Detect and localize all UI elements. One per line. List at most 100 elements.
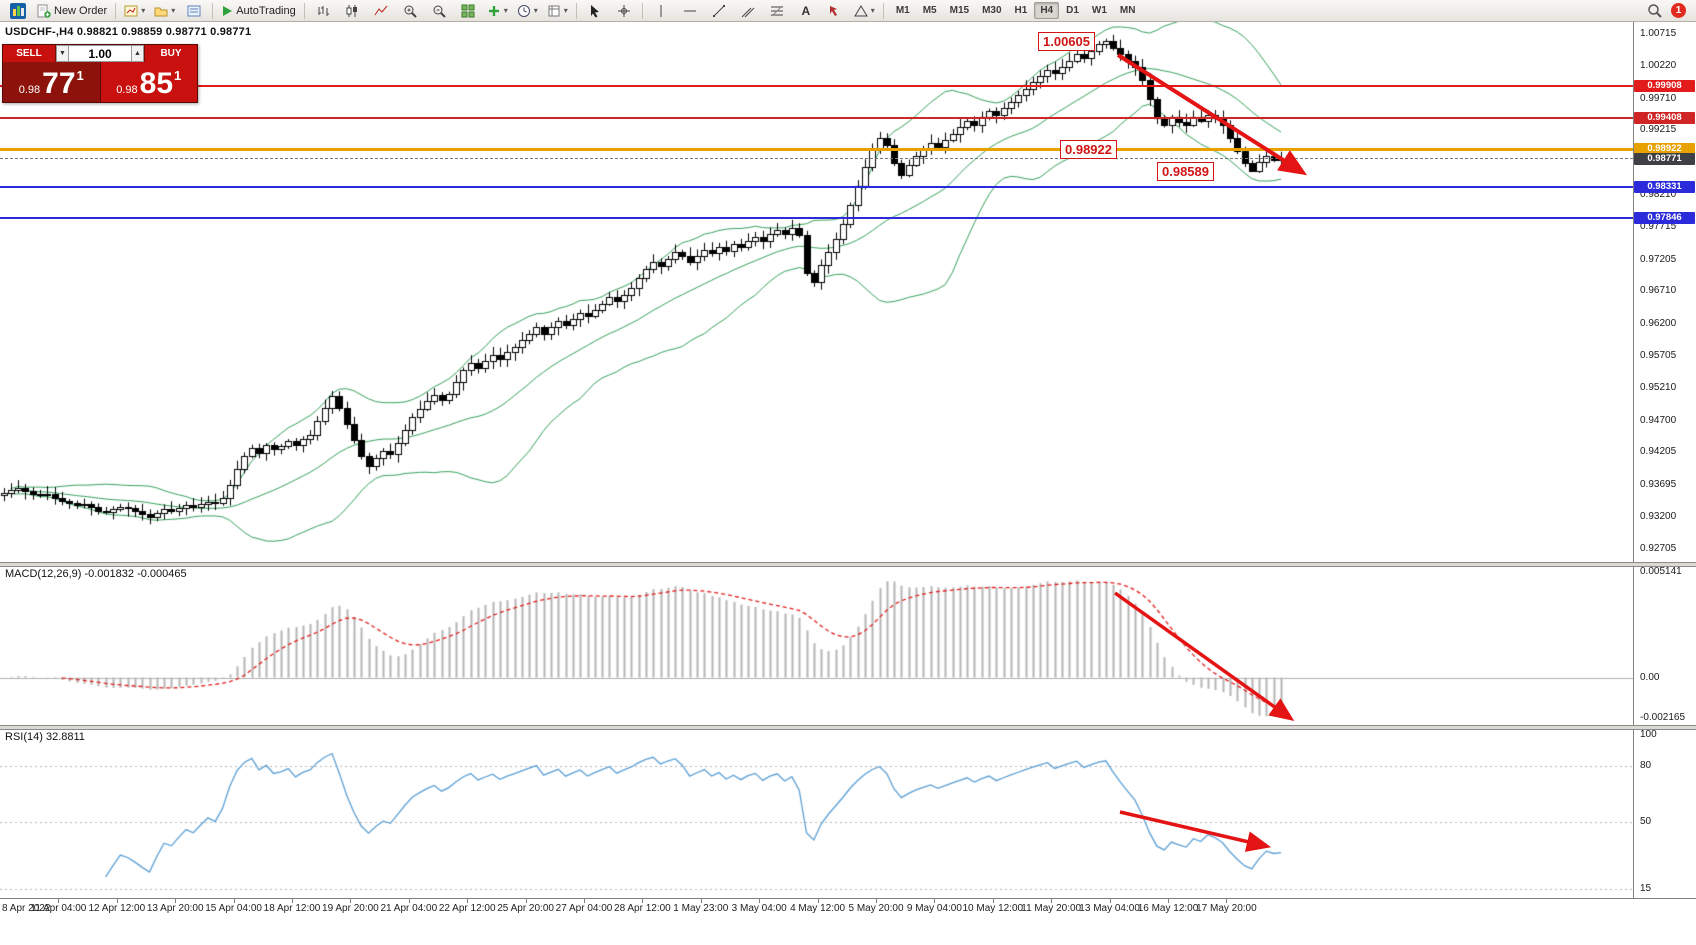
macd-axis-label: 0.00 (1640, 671, 1660, 683)
time-axis[interactable]: 8 Apr 2022 11 Apr 04:00 12 Apr 12:00 13 Apr… (0, 898, 1696, 921)
timeframe-m1[interactable]: M1 (895, 5, 910, 16)
time-axis-label: 13 May 04:00 (1079, 903, 1140, 914)
line-chart-button[interactable] (367, 1, 395, 21)
toolbar: New Order ▾ ▾ AutoTrading ▾ ▾ (0, 0, 1696, 22)
price-badge-0.98331: 0.98331 (1634, 181, 1695, 194)
time-axis-label: 27 Apr 04:00 (555, 903, 613, 914)
timeframe-w1[interactable]: W1 (1091, 5, 1107, 16)
volume-decrease-button[interactable]: ▼ (56, 45, 69, 62)
time-axis-label: 17 May 20:00 (1196, 903, 1257, 914)
price-axis-label: 0.95705 (1640, 349, 1677, 361)
line-chart-icon (374, 5, 388, 15)
profiles-icon (154, 7, 168, 16)
time-axis-tick (759, 899, 761, 903)
candlestick-chart-button[interactable] (338, 1, 366, 21)
sell-price-button[interactable]: 0.98 77 1 (3, 62, 101, 102)
arrow-label-button[interactable] (821, 1, 849, 21)
rsi-indicator-label: RSI(14) 32.8811 (5, 731, 85, 743)
timeframe-h1[interactable]: H1 (1014, 5, 1028, 16)
time-axis-label: 8 Apr 2022 (2, 903, 51, 914)
bar-chart-icon (318, 5, 329, 16)
sell-button[interactable]: SELL (3, 45, 56, 62)
new-chart-button[interactable]: ▾ (120, 1, 149, 21)
buy-price-small: 0.98 (116, 84, 138, 96)
timeframe-toolbar: M1 M5 M15 M30 H1 H4 D1 W1 MN (890, 2, 1142, 19)
volume-input[interactable]: 1.00 (69, 45, 131, 62)
panel-splitter[interactable] (0, 562, 1696, 567)
channel-button[interactable] (734, 1, 762, 21)
vertical-line-button[interactable] (647, 1, 675, 21)
time-axis-label: 11 Apr 04:00 (30, 903, 87, 914)
rsi-axis-label: 100 (1640, 729, 1657, 740)
price-axis-label: 0.97715 (1640, 220, 1677, 232)
search-icon (1647, 4, 1662, 18)
fibonacci-button[interactable] (763, 1, 791, 21)
time-axis-tick (700, 899, 702, 903)
time-axis-tick (116, 899, 118, 903)
buy-button[interactable]: BUY (144, 45, 197, 62)
price-badge-0.98771: 0.98771 (1634, 152, 1695, 165)
price-axis-label: 0.96200 (1640, 318, 1677, 330)
trendline-button[interactable] (705, 1, 733, 21)
panel-splitter[interactable] (0, 725, 1696, 730)
zoom-out-button[interactable] (425, 1, 453, 21)
rsi-panel[interactable] (0, 728, 1633, 898)
price-badge-0.97846: 0.97846 (1634, 212, 1695, 225)
chevron-down-icon: ▾ (533, 5, 538, 15)
text-tool-button[interactable]: A (792, 1, 820, 21)
time-axis-tick (292, 899, 293, 903)
timeframe-m30[interactable]: M30 (982, 5, 1002, 16)
macd-indicator-label: MACD(12,26,9) -0.001832 -0.000465 (5, 568, 187, 580)
time-axis-label: 18 Apr 12:00 (263, 903, 321, 914)
autotrading-label: AutoTrading (236, 4, 296, 17)
candlestick-chart-icon (346, 4, 357, 17)
time-axis-label: 22 Apr 12:00 (438, 903, 496, 914)
macd-axis-label: -0.002165 (1640, 712, 1686, 723)
chevron-down-icon: ▾ (503, 5, 508, 15)
notification-badge[interactable]: 1 (1671, 3, 1686, 18)
templates-button[interactable]: ▾ (543, 1, 572, 21)
main-chart-panel[interactable] (0, 22, 1633, 562)
time-axis-tick (233, 899, 235, 903)
timeframe-d1[interactable]: D1 (1066, 5, 1079, 16)
new-order-button[interactable]: New Order (33, 1, 111, 21)
trendline-icon (712, 4, 725, 17)
templates-icon (548, 5, 560, 16)
buy-price-button[interactable]: 0.98 85 1 (100, 62, 197, 102)
timeframe-m15[interactable]: M15 (949, 5, 970, 16)
profiles-button[interactable]: ▾ (150, 1, 179, 21)
time-axis-tick (1168, 899, 1169, 903)
timeframe-m5[interactable]: M5 (922, 5, 937, 16)
new-order-icon (37, 4, 51, 18)
timeframe-mn[interactable]: MN (1119, 5, 1136, 16)
time-axis-tick (817, 899, 819, 903)
time-axis-label: 15 Apr 04:00 (205, 903, 262, 914)
volume-increase-button[interactable]: ▲ (131, 45, 144, 62)
rsi-axis-label: 80 (1640, 759, 1652, 771)
shapes-button[interactable]: ▾ (850, 1, 879, 21)
price-axis-label: 1.00715 (1640, 27, 1677, 39)
market-watch-button[interactable] (180, 1, 208, 21)
crosshair-icon (617, 4, 630, 17)
time-axis-label: 21 Apr 04:00 (380, 903, 438, 914)
sell-price-sup: 1 (76, 68, 84, 83)
periods-button[interactable]: ▾ (513, 1, 542, 21)
tile-windows-button[interactable] (454, 1, 482, 21)
autotrading-button[interactable]: AutoTrading (217, 1, 300, 21)
search-button[interactable] (1640, 1, 1668, 21)
zoom-in-button[interactable] (396, 1, 424, 21)
bar-chart-button[interactable] (309, 1, 337, 21)
crosshair-button[interactable] (610, 1, 638, 21)
horizontal-line-button[interactable] (676, 1, 704, 21)
price-axis-label: 1.00220 (1640, 59, 1677, 71)
cursor-button[interactable] (581, 1, 609, 21)
tile-windows-icon (461, 4, 475, 17)
time-axis-label: 5 May 20:00 (848, 903, 904, 914)
macd-panel[interactable] (0, 565, 1633, 725)
price-axis-label: 0.93695 (1640, 479, 1677, 491)
time-axis-label: 25 Apr 20:00 (497, 903, 554, 914)
timeframe-h4[interactable]: H4 (1034, 2, 1060, 19)
indicators-button[interactable]: ▾ (483, 1, 512, 21)
chevron-down-icon: ▾ (870, 5, 875, 15)
time-axis-tick (876, 899, 877, 903)
